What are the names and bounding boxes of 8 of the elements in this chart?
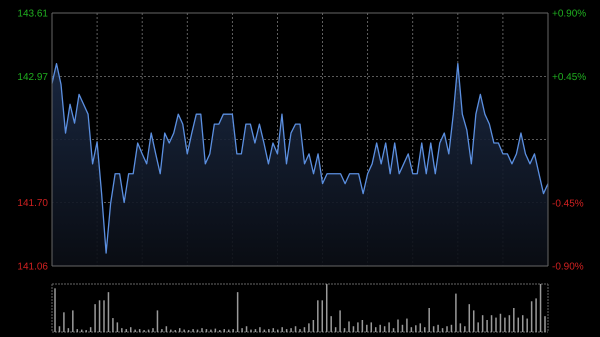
y-tick-label: 141.06: [17, 262, 48, 272]
y-tick-label: 143.61: [17, 8, 48, 20]
y2-tick-label: +0.45%: [552, 72, 586, 83]
y-tick-label: 141.70: [17, 198, 48, 209]
y2-tick-label: -0.45%: [552, 198, 584, 210]
y2-tick-label: -0.90%: [552, 262, 584, 272]
y2-tick-label: +0.90%: [552, 8, 586, 20]
y-tick-label: 142.97: [17, 72, 48, 83]
